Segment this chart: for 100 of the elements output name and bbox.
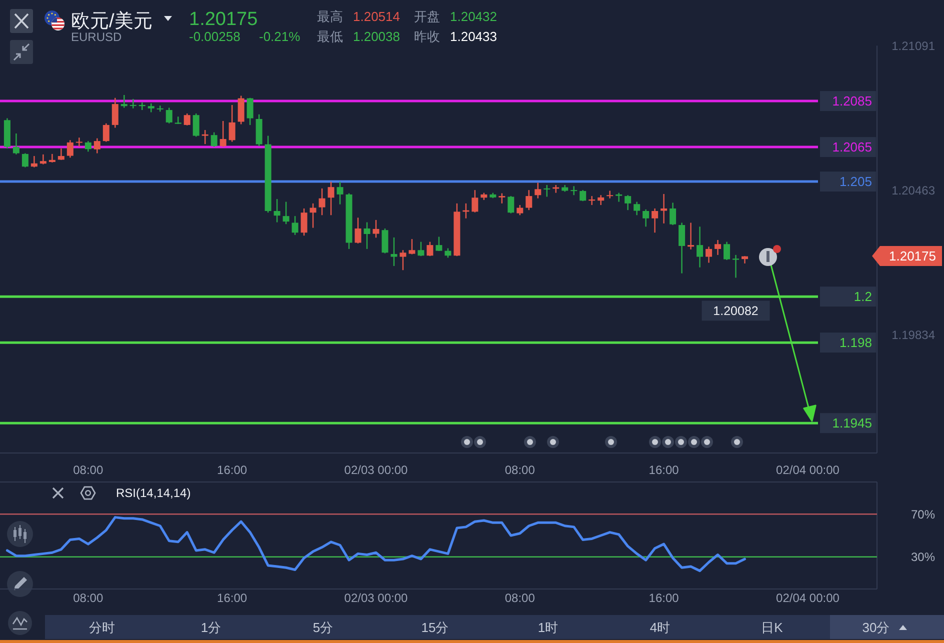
candlestick (624, 194, 632, 211)
candlestick (696, 226, 704, 268)
ref-line-label: 1.2 (854, 289, 872, 304)
text: 15分 (421, 620, 449, 635)
candlestick (390, 236, 398, 267)
candlestick (102, 122, 110, 142)
y-tick-label: 30% (910, 550, 936, 564)
candlestick (382, 228, 388, 254)
x-tick-label: 16:00 (648, 463, 680, 477)
candlestick (112, 97, 118, 128)
y-tick-label: 70% (910, 507, 936, 522)
y-tick-label: 1.19834 (892, 328, 936, 342)
candlestick (300, 208, 308, 236)
x-tick-label: 08:00 (504, 463, 536, 477)
candlestick (724, 241, 730, 261)
ref-line-label: 1.1945 (832, 416, 872, 431)
candlestick (48, 153, 56, 164)
candlestick (516, 204, 524, 216)
candlestick (544, 184, 550, 198)
text: 昨收 (414, 29, 440, 44)
text: 1.20432 (450, 9, 497, 24)
candlestick (634, 201, 640, 216)
text: 1.20038 (353, 29, 400, 44)
candlestick (714, 239, 722, 256)
x-tick-label: 08:00 (504, 591, 536, 605)
candlestick (534, 182, 542, 199)
chart-title: RSI(14,14,14) (116, 486, 191, 500)
candlestick (292, 215, 298, 236)
text: 4时 (650, 620, 670, 635)
candlestick (328, 181, 334, 216)
candlestick (84, 140, 92, 152)
candlestick (426, 241, 434, 257)
x-tick-label: 02/04 00:00 (776, 463, 840, 477)
candlestick (246, 97, 254, 126)
y-tick-label: 1.20463 (892, 183, 936, 198)
candlestick (166, 107, 172, 124)
candlestick (678, 222, 686, 274)
candlestick (120, 94, 128, 108)
text: 30分 (862, 620, 890, 635)
x-tick-label: 02/04 00:00 (776, 591, 840, 605)
candlestick (670, 202, 676, 226)
x-tick-label: 16:00 (648, 591, 680, 605)
candlestick (408, 238, 416, 255)
text: 1.20175 (889, 248, 936, 264)
x-tick-label: 02/03 00:00 (344, 463, 408, 477)
candlestick (22, 152, 28, 168)
candlestick (12, 132, 20, 156)
candlestick (30, 155, 38, 168)
text: 1.20175 (189, 9, 258, 30)
text: 1.20514 (353, 9, 400, 24)
candlestick (354, 217, 362, 244)
candlestick (228, 104, 236, 142)
candlestick (238, 95, 244, 125)
candlestick (76, 137, 82, 148)
chart-title: 欧元/美元 (71, 10, 152, 32)
candlestick (210, 132, 218, 148)
candlestick (192, 112, 200, 138)
candlestick (40, 154, 46, 165)
candlestick (282, 201, 290, 225)
candlestick (400, 250, 406, 271)
candlestick (310, 202, 316, 228)
ref-line-label: 1.2085 (832, 94, 872, 109)
candlestick (444, 248, 452, 258)
x-tick-label: 08:00 (73, 463, 104, 477)
candlestick (58, 148, 64, 161)
text: 5分 (312, 620, 334, 635)
candlestick (66, 140, 74, 158)
text: 1分 (200, 620, 222, 635)
ref-line-label: 1.198 (839, 335, 872, 350)
candlestick (94, 138, 100, 154)
ref-line-label: 1.205 (839, 174, 872, 190)
text: 分时 (89, 620, 115, 635)
chart-subtitle: EURUSD (71, 30, 122, 44)
candlestick (130, 98, 136, 109)
candlestick (364, 222, 370, 250)
ref-line-label: 1.2065 (832, 140, 872, 155)
candlestick (616, 192, 622, 202)
y-tick-label: 1.21091 (892, 38, 936, 53)
candlestick (184, 112, 190, 126)
candlestick (580, 189, 586, 202)
x-tick-label: 16:00 (217, 591, 248, 605)
text: 日K (761, 620, 784, 635)
candlestick (336, 181, 344, 205)
candlestick (660, 193, 668, 224)
candlestick (732, 254, 740, 278)
text: 最高 (317, 9, 343, 24)
candlestick (508, 195, 514, 214)
candlestick (642, 208, 650, 228)
text: 1.20433 (450, 29, 497, 44)
candlestick (220, 120, 226, 148)
candlestick (436, 236, 442, 252)
line-series (6, 516, 746, 572)
text: -0.00258 (189, 29, 240, 44)
candlestick (706, 246, 712, 264)
candlestick (472, 189, 478, 213)
candlestick (202, 129, 208, 145)
candlestick (418, 241, 424, 257)
annotation: 1.20082 (713, 304, 758, 318)
x-tick-label: 16:00 (217, 463, 248, 477)
text: -0.21% (259, 29, 301, 44)
